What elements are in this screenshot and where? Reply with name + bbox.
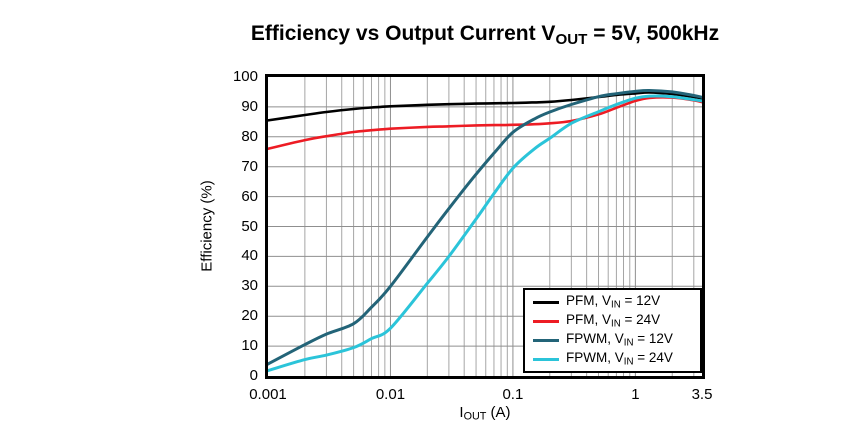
x-tick-label: 3.5	[691, 386, 713, 403]
legend-item-pfm-24v: PFM, VIN = 24V	[533, 312, 696, 331]
chart-title-prefix: Efficiency vs Output Current V	[250, 22, 556, 45]
series-line-0	[266, 91, 704, 122]
legend-label: PFM, VIN = 12V	[566, 293, 661, 311]
x-axis-title-subscript: OUT	[463, 410, 487, 423]
fpwm-12v-line-swatch	[533, 338, 559, 342]
legend-item-fpwm-12v: FPWM, VIN = 12V	[533, 331, 696, 350]
y-tick-label: 70	[241, 157, 258, 175]
chart-title: Efficiency vs Output Current VOUT = 5V, …	[185, 22, 785, 48]
y-tick-label: 90	[241, 97, 258, 115]
x-tick-label: 0.001	[249, 386, 287, 403]
pfm-24v-line-swatch	[533, 319, 559, 323]
series-line-1	[266, 96, 704, 151]
x-tick-label: 0.1	[502, 386, 524, 403]
y-tick-label: 60	[241, 187, 258, 205]
legend-item-fpwm-24v: FPWM, VIN = 24V	[533, 350, 696, 369]
legend: PFM, VIN = 12V PFM, VIN = 24V FPWM, VIN …	[523, 288, 702, 373]
y-tick-label: 10	[241, 337, 258, 355]
x-tick-label: 0.01	[375, 386, 406, 403]
x-axis-title-prefix: I	[459, 404, 464, 421]
y-tick-label: 100	[232, 68, 258, 85]
y-tick-label: 30	[241, 277, 258, 295]
plot-frame	[265, 74, 705, 379]
y-tick-label: 50	[241, 217, 258, 235]
legend-label: FPWM, VIN = 24V	[566, 350, 673, 368]
x-tick-label: 1	[631, 386, 640, 403]
legend-item-pfm-12v: PFM, VIN = 12V	[533, 293, 696, 312]
series-line-3	[266, 94, 704, 373]
x-axis-title: IOUT (A)	[385, 404, 585, 423]
y-tick-label: 20	[241, 307, 258, 325]
legend-label: PFM, VIN = 24V	[566, 312, 661, 330]
y-tick-label: 40	[241, 247, 258, 265]
fpwm-24v-line-swatch	[533, 357, 559, 361]
chart-title-suffix: = 5V, 500kHz	[587, 22, 720, 45]
y-tick-label: 0	[249, 367, 258, 384]
chart-title-subscript: OUT	[555, 30, 588, 48]
series-line-2	[266, 88, 704, 366]
x-axis-title-suffix: (A)	[486, 404, 511, 421]
pfm-12v-line-swatch	[533, 300, 559, 304]
legend-label: FPWM, VIN = 12V	[566, 331, 673, 349]
y-tick-label: 80	[241, 127, 258, 145]
